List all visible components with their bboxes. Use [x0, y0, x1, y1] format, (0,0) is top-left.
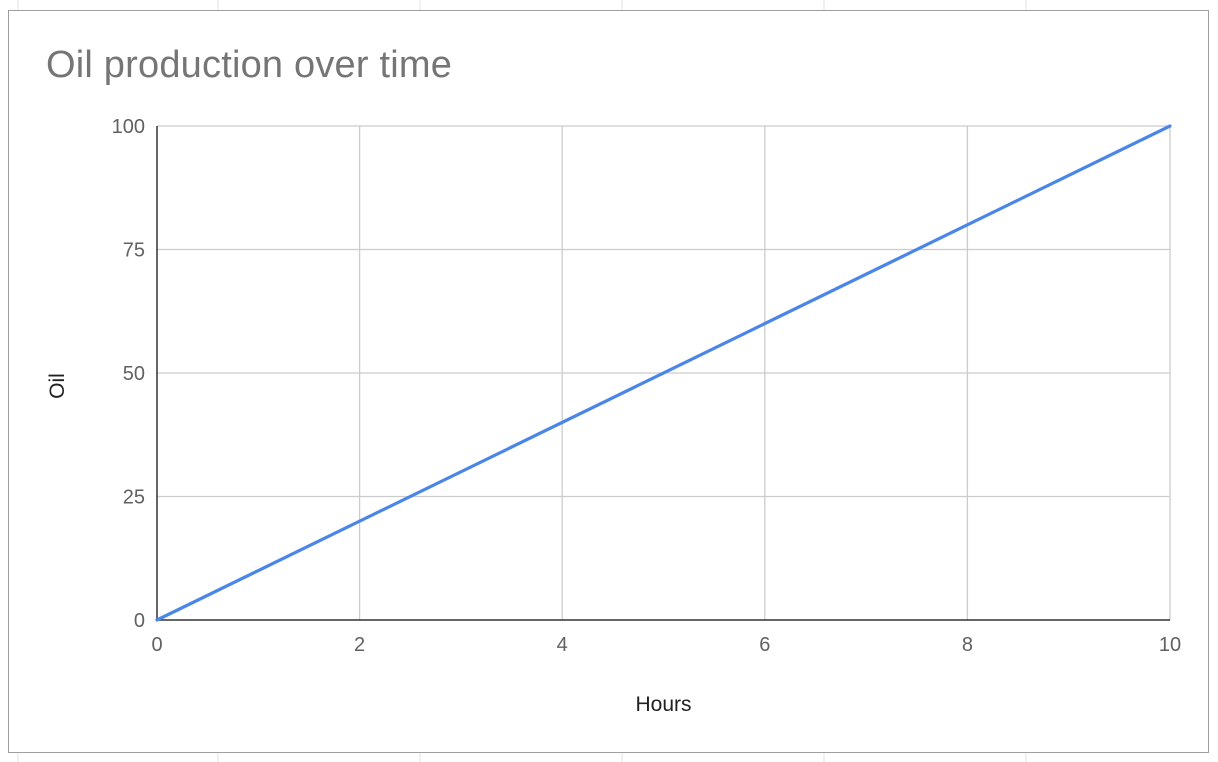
chart-container[interactable]: [8, 10, 1209, 753]
x-tick-label-0: 0: [151, 634, 162, 656]
x-tick-label-10: 10: [1159, 634, 1181, 656]
x-tick-label-8: 8: [962, 634, 973, 656]
series-line-0: [155, 124, 1172, 622]
y-tick-label-50: 50: [123, 363, 145, 385]
x-axis-title: Hours: [635, 693, 691, 716]
x-tick-label-2: 2: [354, 634, 365, 656]
x-tick-label-6: 6: [759, 634, 770, 656]
y-tick-label-100: 100: [112, 116, 145, 138]
y-tick-label-0: 0: [134, 610, 145, 632]
y-tick-label-75: 75: [123, 240, 145, 262]
x-tick-label-4: 4: [557, 634, 568, 656]
y-axis-title: Oil: [46, 373, 69, 399]
chart-title: Oil production over time: [46, 44, 453, 86]
y-tick-label-25: 25: [123, 487, 145, 509]
